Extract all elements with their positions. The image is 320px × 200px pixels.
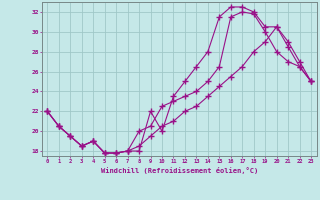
X-axis label: Windchill (Refroidissement éolien,°C): Windchill (Refroidissement éolien,°C) xyxy=(100,167,258,174)
